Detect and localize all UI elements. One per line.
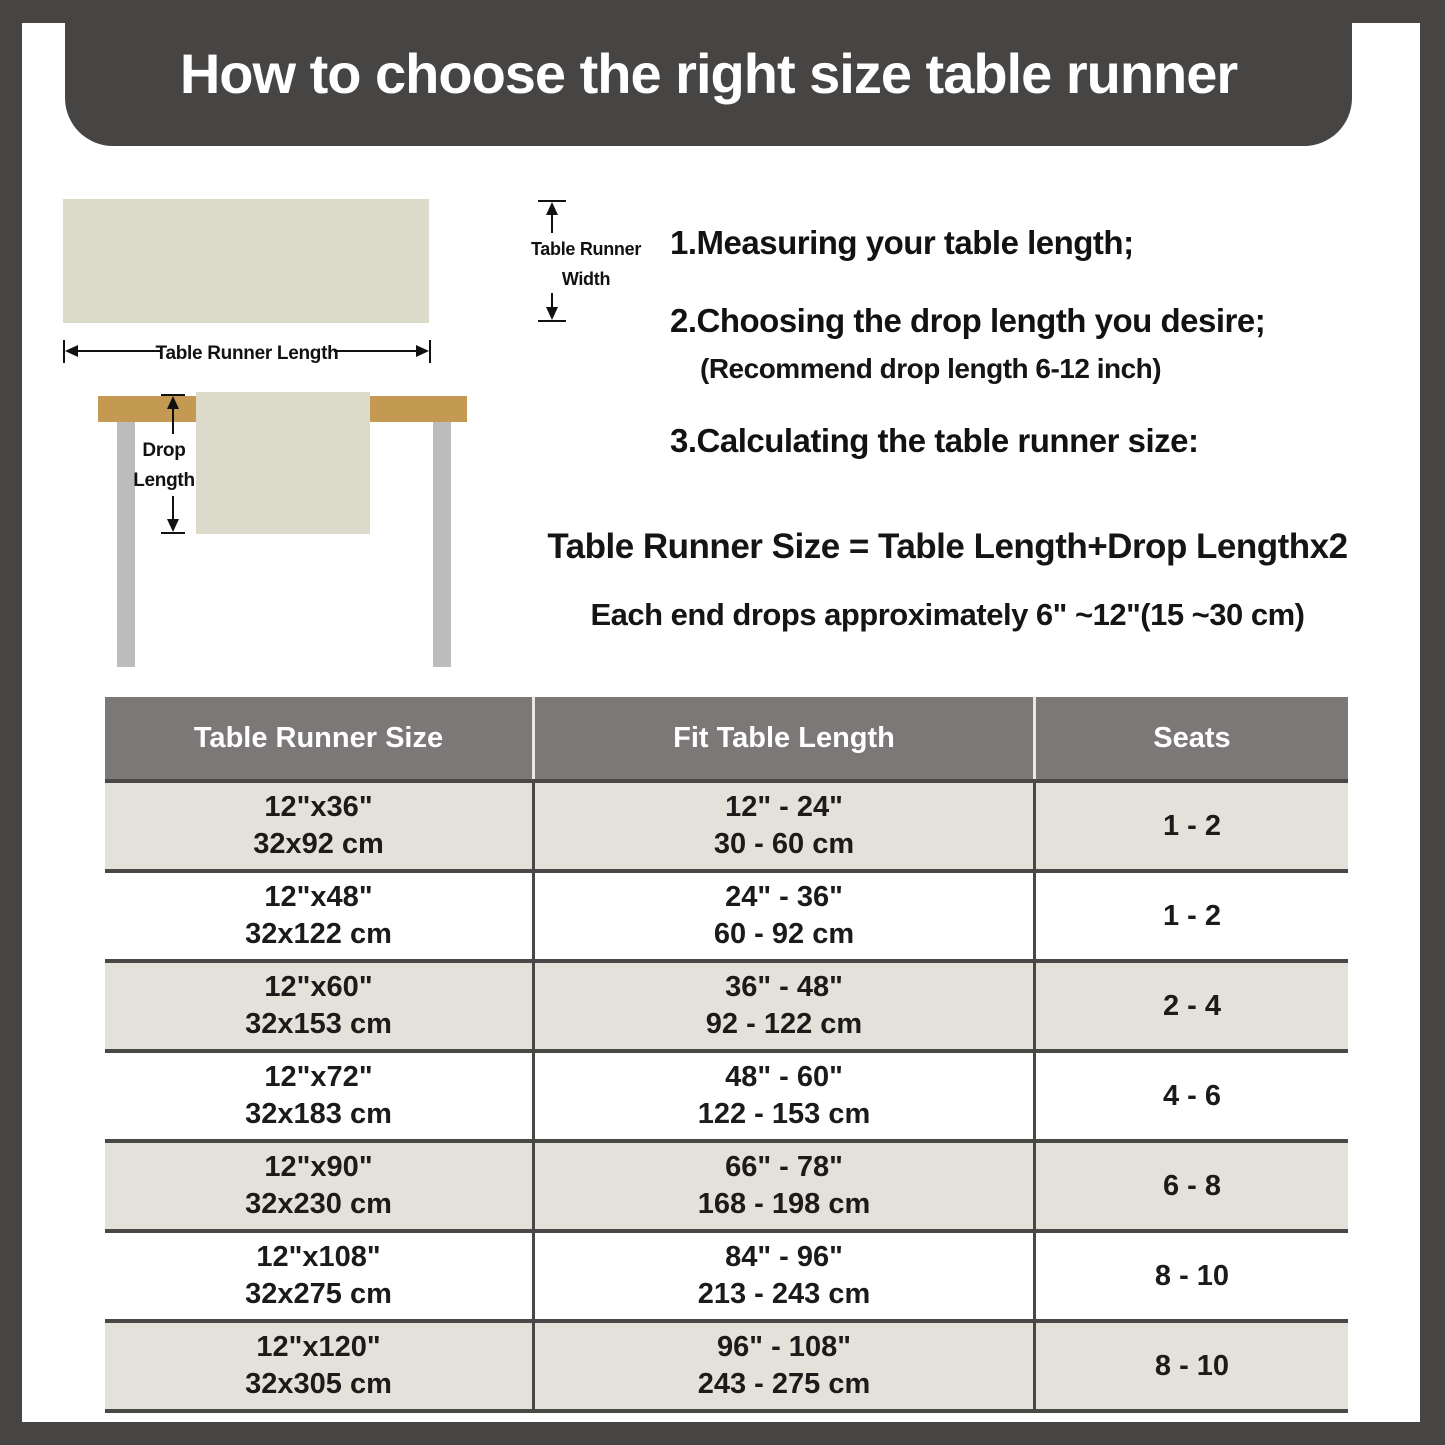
table-row: 12"x36" 32x92 cm 12" - 24" 30 - 60 cm 1 … xyxy=(105,779,1348,869)
size-cm: 32x92 cm xyxy=(253,828,384,860)
cell-seats: 2 - 4 xyxy=(1033,963,1348,1049)
table-row: 12"x120" 32x305 cm 96" - 108" 243 - 275 … xyxy=(105,1319,1348,1409)
cell-fit-length: 36" - 48" 92 - 122 cm xyxy=(532,963,1033,1049)
cell-runner-size: 12"x90" 32x230 cm xyxy=(105,1143,532,1229)
cell-seats: 6 - 8 xyxy=(1033,1143,1348,1229)
drop-dimension-arrow xyxy=(161,394,185,534)
runner-drape xyxy=(196,392,370,534)
header-cell-fit-length: Fit Table Length xyxy=(532,697,1033,779)
cell-seats: 8 - 10 xyxy=(1033,1233,1348,1319)
seats-value: 4 - 6 xyxy=(1162,1079,1222,1112)
drop-length-label: Drop Length xyxy=(118,436,210,496)
cell-runner-size: 12"x48" 32x122 cm xyxy=(105,873,532,959)
width-label-line2: Width xyxy=(561,269,611,289)
seats-value: 1 - 2 xyxy=(1162,899,1222,932)
seats-value: 8 - 10 xyxy=(1154,1349,1230,1382)
size-inches: 12"x48" xyxy=(264,881,373,913)
table-row: 12"x108" 32x275 cm 84" - 96" 213 - 243 c… xyxy=(105,1229,1348,1319)
size-cm: 32x305 cm xyxy=(245,1368,392,1400)
size-inches: 12"x36" xyxy=(264,791,373,823)
cell-runner-size: 12"x60" 32x153 cm xyxy=(105,963,532,1049)
step-3-text: 3.Calculating the table runner size: xyxy=(670,422,1199,459)
formula-note: Each end drops approximately 6" ~12"(15 … xyxy=(590,597,1305,632)
page-title: How to choose the right size table runne… xyxy=(179,41,1238,105)
size-cm: 32x122 cm xyxy=(245,918,392,950)
size-inches: 12"x60" xyxy=(264,971,373,1003)
table-leg-right xyxy=(433,422,451,667)
fit-cm: 168 - 198 cm xyxy=(697,1188,871,1220)
fit-cm: 243 - 275 cm xyxy=(697,1368,871,1400)
fit-inches: 84" - 96" xyxy=(725,1241,843,1273)
drop-label-line2: Length xyxy=(133,470,195,491)
cell-seats: 1 - 2 xyxy=(1033,873,1348,959)
table-row: 12"x48" 32x122 cm 24" - 36" 60 - 92 cm 1… xyxy=(105,869,1348,959)
cell-runner-size: 12"x108" 32x275 cm xyxy=(105,1233,532,1319)
cell-runner-size: 12"x36" 32x92 cm xyxy=(105,783,532,869)
fit-cm: 60 - 92 cm xyxy=(713,918,855,950)
cell-seats: 4 - 6 xyxy=(1033,1053,1348,1139)
fit-inches: 36" - 48" xyxy=(725,971,843,1003)
runner-top-view xyxy=(63,199,429,323)
size-inches: 12"x108" xyxy=(256,1241,381,1273)
header-banner: How to choose the right size table runne… xyxy=(65,0,1352,146)
size-inches: 12"x72" xyxy=(264,1061,373,1093)
frame-right-border xyxy=(1420,0,1445,1445)
cell-seats: 1 - 2 xyxy=(1033,783,1348,869)
cell-fit-length: 12" - 24" 30 - 60 cm xyxy=(532,783,1033,869)
fit-inches: 48" - 60" xyxy=(725,1061,843,1093)
cell-fit-length: 84" - 96" 213 - 243 cm xyxy=(532,1233,1033,1319)
width-label-line1: Table Runner xyxy=(530,239,642,259)
cell-fit-length: 24" - 36" 60 - 92 cm xyxy=(532,873,1033,959)
table-leg-left xyxy=(117,422,135,667)
cell-runner-size: 12"x72" 32x183 cm xyxy=(105,1053,532,1139)
frame-bottom-border xyxy=(0,1422,1445,1445)
table-row: 12"x72" 32x183 cm 48" - 60" 122 - 153 cm… xyxy=(105,1049,1348,1139)
fit-cm: 30 - 60 cm xyxy=(713,828,855,860)
width-label: Table Runner Width xyxy=(510,234,662,294)
table-row: 12"x90" 32x230 cm 66" - 78" 168 - 198 cm… xyxy=(105,1139,1348,1229)
seats-value: 6 - 8 xyxy=(1162,1169,1222,1202)
size-table-header-row: Table Runner Size Fit Table Length Seats xyxy=(105,697,1348,779)
step-2-note: (Recommend drop length 6-12 inch) xyxy=(700,353,1162,384)
size-cm: 32x183 cm xyxy=(245,1098,392,1130)
fit-cm: 213 - 243 cm xyxy=(697,1278,871,1310)
length-dimension-arrow xyxy=(63,340,431,363)
step-2-text: 2.Choosing the drop length you desire; xyxy=(670,302,1266,339)
cell-fit-length: 96" - 108" 243 - 275 cm xyxy=(532,1323,1033,1409)
cell-seats: 8 - 10 xyxy=(1033,1323,1348,1409)
size-inches: 12"x90" xyxy=(264,1151,373,1183)
step-1-text: 1.Measuring your table length; xyxy=(670,224,1134,261)
fit-inches: 66" - 78" xyxy=(725,1151,843,1183)
drop-label-line1: Drop xyxy=(142,440,186,461)
size-inches: 12"x120" xyxy=(256,1331,381,1363)
fit-cm: 92 - 122 cm xyxy=(705,1008,863,1040)
size-cm: 32x153 cm xyxy=(245,1008,392,1040)
seats-value: 2 - 4 xyxy=(1162,989,1222,1022)
seats-value: 1 - 2 xyxy=(1162,809,1222,842)
frame-left-border xyxy=(0,0,22,1445)
fit-cm: 122 - 153 cm xyxy=(697,1098,871,1130)
fit-inches: 96" - 108" xyxy=(717,1331,851,1363)
formula-equation: Table Runner Size = Table Length+Drop Le… xyxy=(547,527,1348,566)
length-label: Table Runner Length xyxy=(155,343,339,364)
size-cm: 32x275 cm xyxy=(245,1278,392,1310)
size-cm: 32x230 cm xyxy=(245,1188,392,1220)
fit-inches: 12" - 24" xyxy=(725,791,843,823)
cell-fit-length: 48" - 60" 122 - 153 cm xyxy=(532,1053,1033,1139)
cell-runner-size: 12"x120" 32x305 cm xyxy=(105,1323,532,1409)
table-row: 12"x60" 32x153 cm 36" - 48" 92 - 122 cm … xyxy=(105,959,1348,1049)
width-dimension-arrow xyxy=(538,200,566,322)
seats-value: 8 - 10 xyxy=(1154,1259,1230,1292)
header-cell-seats: Seats xyxy=(1033,697,1348,779)
size-chart-table: Table Runner Size Fit Table Length Seats… xyxy=(105,697,1348,1413)
header-cell-runner-size: Table Runner Size xyxy=(193,721,444,754)
fit-inches: 24" - 36" xyxy=(725,881,843,913)
cell-fit-length: 66" - 78" 168 - 198 cm xyxy=(532,1143,1033,1229)
